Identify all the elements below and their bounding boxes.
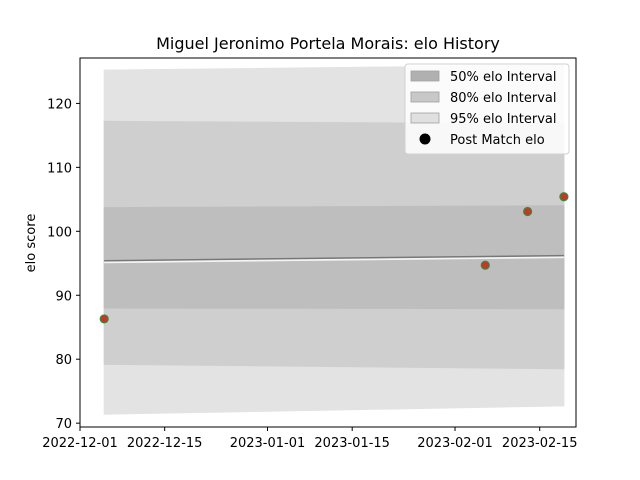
y-tick-label: 80	[55, 353, 72, 368]
x-tick-label: 2023-01-15	[314, 436, 390, 451]
legend-box	[404, 63, 570, 155]
post-match-elo-point	[99, 314, 109, 324]
post-match-points	[99, 192, 569, 324]
legend-swatch	[410, 70, 440, 82]
y-tick-label: 90	[55, 289, 72, 304]
post-match-elo-point	[523, 206, 533, 217]
legend-marker	[419, 133, 431, 145]
x-tick-label: 2023-02-15	[502, 436, 578, 451]
post-match-elo-point	[559, 192, 569, 202]
y-axis-label: elo score	[24, 214, 39, 273]
x-axis-ticks: 2022-12-01 2022-12-15 2023-01-01 2023-01-15…	[42, 427, 577, 451]
legend: 50% elo Interval 80% elo Interval 95% elo …	[404, 63, 570, 155]
legend-label: Post Match elo	[450, 133, 545, 148]
x-tick-label: 2022-12-15	[127, 436, 203, 451]
y-tick-label: 120	[47, 97, 72, 112]
post-match-elo-point	[480, 260, 490, 270]
y-tick-label: 110	[47, 161, 72, 176]
x-tick-label: 2023-02-01	[417, 436, 493, 451]
mean-line-highlight	[104, 256, 564, 264]
x-tick-label: 2022-12-01	[42, 436, 118, 451]
y-tick-label: 70	[55, 417, 72, 432]
band-50pct	[103, 205, 565, 310]
mean-elo-line	[104, 254, 564, 262]
y-tick-label: 100	[47, 225, 72, 240]
legend-swatch	[410, 91, 440, 103]
chart-title: Miguel Jeronimo Portela Morais: elo Hist…	[156, 34, 500, 53]
legend-label: 95% elo Interval	[450, 112, 557, 127]
y-axis-ticks: 70 80 90 100 110 120	[47, 97, 80, 432]
mean-line-layer	[104, 254, 564, 264]
legend-swatch	[410, 112, 440, 124]
legend-label: 80% elo Interval	[450, 91, 557, 106]
legend-label: 50% elo Interval	[450, 70, 557, 85]
x-tick-label: 2023-01-01	[230, 436, 306, 451]
axes-frame	[79, 57, 577, 428]
